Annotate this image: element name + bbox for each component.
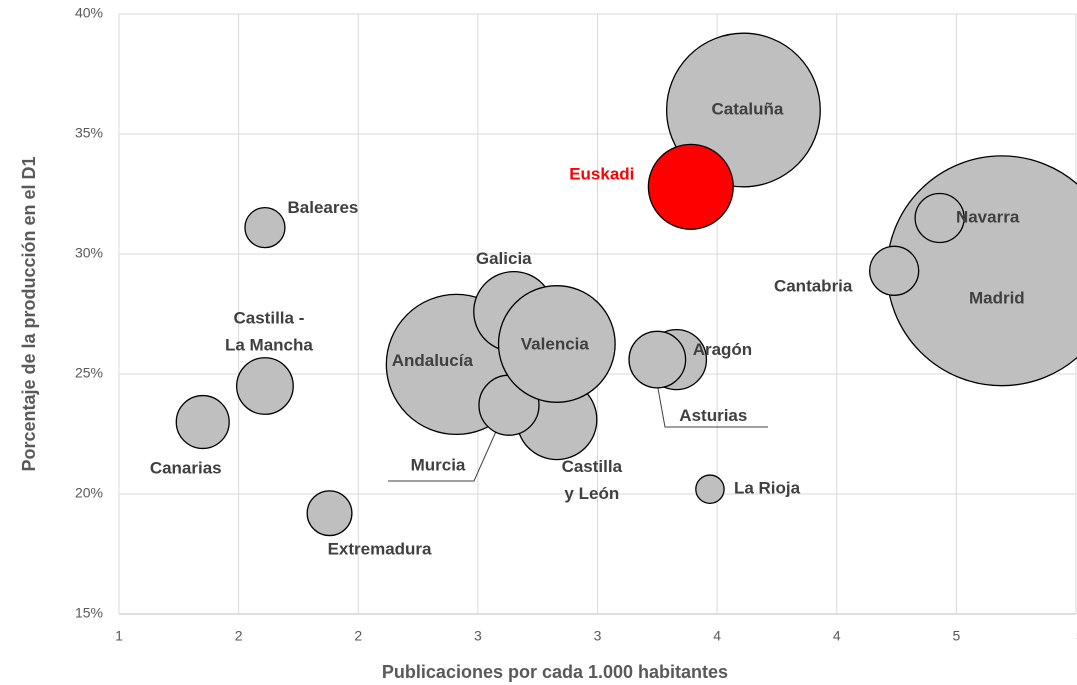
bubble-label: Murcia — [411, 456, 466, 475]
x-tick-label: 1 — [115, 628, 123, 644]
x-tick-label: 2 — [235, 628, 243, 644]
bubble-label: Baleares — [287, 198, 358, 217]
bubble-label: Castilla - — [234, 308, 305, 327]
y-tick-label: 15% — [75, 605, 103, 621]
bubble — [244, 206, 286, 249]
y-axis-title: Porcentaje de la producción en el D1 — [19, 156, 39, 471]
bubble-label: La Rioja — [734, 479, 801, 498]
leader-line — [388, 417, 503, 482]
bubble-label: Canarias — [150, 458, 222, 477]
bubble-label: Cantabria — [774, 276, 853, 295]
x-tick-label: 3 — [594, 628, 602, 644]
bubble — [647, 143, 734, 230]
bubble-label: Aragón — [693, 340, 753, 359]
x-tick-label: 3 — [474, 628, 482, 644]
bubble — [695, 474, 725, 504]
bubble-label: Cataluña — [712, 99, 784, 118]
bubble-label: Castilla — [562, 457, 623, 476]
y-tick-label: 35% — [75, 125, 103, 141]
bubble-label: Galicia — [476, 249, 532, 268]
x-tick-label: 4 — [713, 628, 721, 644]
bubble — [236, 357, 294, 415]
bubble-label: La Mancha — [225, 335, 313, 354]
bubble-label: Asturias — [679, 406, 747, 425]
bubble-label: Euskadi — [569, 164, 634, 183]
bubble-label: Valencia — [521, 334, 590, 353]
bubble — [175, 394, 230, 450]
bubble-label: Andalucía — [392, 351, 474, 370]
bubble-label: Navarra — [956, 207, 1020, 226]
bubble — [914, 192, 965, 244]
x-tick-label: 2 — [354, 628, 362, 644]
leader-line — [654, 371, 768, 428]
bubble — [306, 490, 353, 537]
bubble-label: Extremadura — [328, 540, 432, 559]
bubble-label: y León — [564, 484, 619, 503]
x-tick-label: 4 — [833, 628, 841, 644]
y-tick-label: 20% — [75, 485, 103, 501]
y-tick-label: 40% — [75, 5, 103, 21]
y-tick-label: 30% — [75, 245, 103, 261]
x-axis-title: Publicaciones por cada 1.000 habitantes — [382, 662, 728, 682]
bubble — [628, 330, 687, 389]
y-tick-label: 25% — [75, 365, 103, 381]
bubble — [497, 285, 616, 403]
bubble-label: Madrid — [969, 288, 1025, 307]
x-tick-label: 5 — [952, 628, 960, 644]
bubble — [869, 245, 920, 296]
